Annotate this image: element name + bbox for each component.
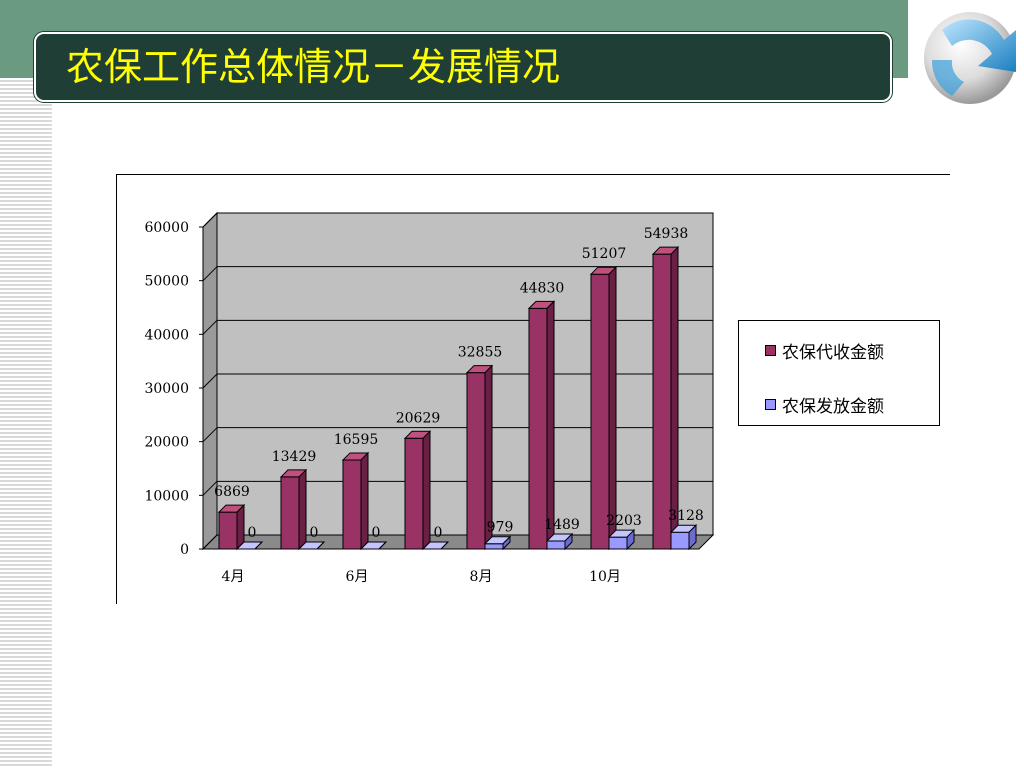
y-tick-label: 40000 bbox=[144, 327, 189, 343]
data-label-series1: 6869 bbox=[214, 484, 250, 500]
bar-series2-side bbox=[626, 528, 635, 551]
y-tick-label: 20000 bbox=[144, 435, 189, 451]
bar-series2 bbox=[546, 540, 566, 550]
bar-series2 bbox=[608, 536, 628, 550]
data-label-series1: 44830 bbox=[520, 280, 565, 296]
bar-series2-side bbox=[502, 535, 511, 551]
data-label-series1: 20629 bbox=[396, 410, 441, 426]
gridline-side bbox=[202, 266, 218, 282]
gridline-side bbox=[202, 480, 218, 496]
y-tick-label: 60000 bbox=[144, 220, 189, 236]
data-label-series2: 0 bbox=[248, 525, 257, 541]
bar-series1-side bbox=[608, 265, 617, 551]
y-tick-label: 30000 bbox=[144, 381, 189, 397]
bar-series1-side bbox=[670, 245, 679, 551]
legend-item-series2: 农保发放金额 bbox=[765, 392, 884, 417]
bar-chart: 0 10000 20000 30000 40000 50000 60000 6869 0 4月 13… bbox=[144, 211, 715, 585]
bar-series2 bbox=[484, 543, 504, 550]
x-tick-label: 8月 bbox=[470, 569, 493, 585]
gridline-side bbox=[202, 534, 218, 550]
data-label-series2: 1489 bbox=[544, 517, 580, 533]
bar-series1 bbox=[218, 511, 238, 550]
data-label-series1: 54938 bbox=[644, 226, 689, 242]
data-label-series2: 0 bbox=[310, 525, 319, 541]
data-label-series2: 979 bbox=[487, 520, 514, 536]
legend-swatch-series1 bbox=[765, 344, 776, 356]
bar-series2-side bbox=[378, 541, 387, 550]
bar-series2-side bbox=[440, 541, 449, 550]
legend-swatch-series2 bbox=[765, 398, 776, 410]
bar-series1-side bbox=[298, 468, 307, 551]
bar-series2-side bbox=[564, 532, 573, 551]
bar-series1 bbox=[404, 437, 424, 550]
bar-series1-side bbox=[546, 300, 555, 551]
slide-title: 农保工作总体情况－发展情况 bbox=[66, 45, 561, 89]
gridline-side bbox=[202, 373, 218, 389]
gridline-side bbox=[202, 427, 218, 443]
gridline-side bbox=[202, 319, 218, 335]
data-label-series2: 2203 bbox=[606, 513, 642, 529]
bar-series1 bbox=[528, 307, 548, 550]
bar-series1 bbox=[466, 372, 486, 550]
data-label-series2: 0 bbox=[434, 525, 443, 541]
legend-label-series1: 农保代收金额 bbox=[782, 342, 884, 363]
bar-series2-side bbox=[254, 541, 263, 550]
legend-label-series2: 农保发放金额 bbox=[782, 396, 884, 417]
bar-series1-side bbox=[422, 430, 431, 551]
bar-series1 bbox=[590, 273, 610, 550]
data-label-series1: 32855 bbox=[458, 345, 503, 361]
chart-legend: 农保代收金额 农保发放金额 bbox=[738, 320, 940, 426]
x-tick-label: 6月 bbox=[346, 569, 369, 585]
refresh-logo-icon bbox=[924, 12, 1016, 104]
bar-series1 bbox=[342, 459, 362, 550]
data-label-series1: 16595 bbox=[334, 432, 379, 448]
y-tick-label: 50000 bbox=[144, 274, 189, 290]
bar-series1-side bbox=[360, 451, 369, 551]
data-label-series2: 0 bbox=[372, 525, 381, 541]
title-bar: 农保工作总体情况－发展情况 bbox=[34, 32, 892, 102]
bar-series2-side bbox=[316, 541, 325, 550]
chart-frame: 0 10000 20000 30000 40000 50000 60000 6869 0 4月 13… bbox=[116, 174, 950, 604]
x-tick-label: 10月 bbox=[589, 569, 621, 585]
legend-item-series1: 农保代收金额 bbox=[765, 338, 884, 363]
bar-series1 bbox=[652, 253, 672, 550]
bar-series2-side bbox=[688, 524, 697, 551]
bar-series1 bbox=[280, 476, 300, 550]
gridline-side bbox=[202, 212, 218, 228]
data-label-series1: 13429 bbox=[272, 449, 317, 465]
bar-series2 bbox=[670, 531, 690, 550]
data-label-series2: 3128 bbox=[668, 508, 704, 524]
y-tick-label: 0 bbox=[180, 542, 189, 558]
y-tick-label: 10000 bbox=[144, 488, 189, 504]
plot-floor bbox=[201, 534, 715, 550]
x-tick-label: 4月 bbox=[222, 569, 245, 585]
data-label-series1: 51207 bbox=[582, 246, 627, 262]
left-stripe-decoration bbox=[0, 78, 52, 768]
